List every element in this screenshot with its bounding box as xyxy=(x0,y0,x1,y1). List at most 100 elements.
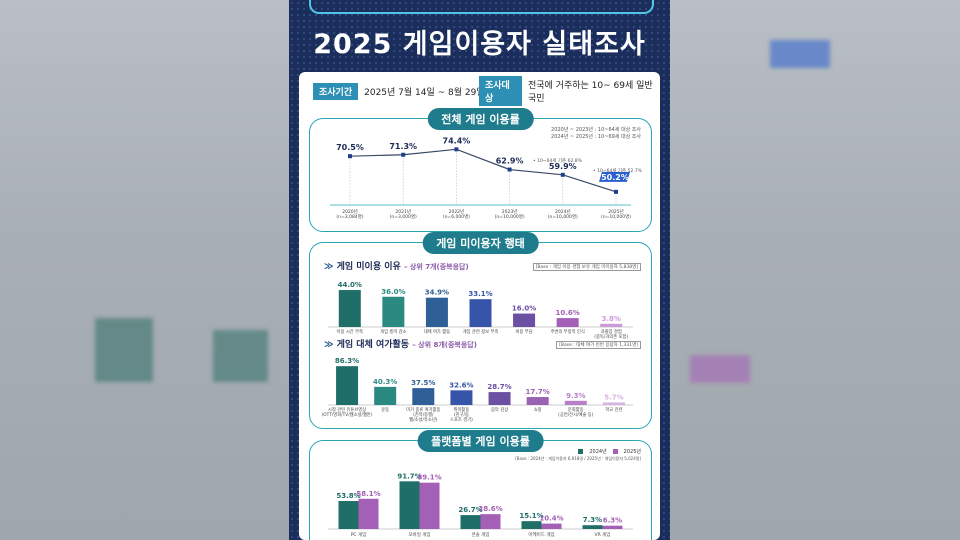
overall-note-1: 2020년 ~ 2023년 : 10~64세 대상 조사 xyxy=(551,127,641,133)
alt-chart-value-label: 40.3% xyxy=(373,378,397,386)
reason-subtitle: ≫ 게임 미이용 이유 – 상위 7개(중복응답) xyxy=(324,262,469,272)
line-chart-value-label: 62.9% xyxy=(496,157,524,166)
reason-chart-value-label: 34.9% xyxy=(425,289,449,297)
line-chart-x-tick: 2023년 (n=10,000명) xyxy=(495,208,525,220)
reason-chart-bar xyxy=(469,299,492,327)
line-chart-highlight-badge xyxy=(599,171,630,182)
platform-value-label: 89.1% xyxy=(417,474,441,482)
platform-bar-chart: 53.8%58.1% PC 게임 91.7%89.1% 모바일 게임 26.7%28.6… xyxy=(328,472,633,538)
alt-bar-chart: 86.3% 시청 관련 유튜브영상 (OTT/영화/TV/웹소설/웹툰) 40.3% 운… xyxy=(322,357,633,423)
overall-line-chart: 70.5% 2020년 (n=3,084명) 71.3% 2021년 (n=3,000명)… xyxy=(330,136,631,220)
line-chart-x-tick: 2025년 (n=10,000명) xyxy=(601,208,631,220)
line-chart-point xyxy=(348,154,352,159)
content-card: 조사기간 2025년 7월 14일 ~ 8월 29일 조사대상 전국에 거주하는… xyxy=(299,72,660,540)
reason-chart-value-label: 10.6% xyxy=(555,309,579,317)
platform-value-label: 28.6% xyxy=(478,505,502,513)
nonuser-section: 게임 미이용자 행태 ≫ 게임 미이용 이유 – 상위 7개(중복응답) [Ba… xyxy=(309,232,652,429)
line-chart-value-label: 50.2% xyxy=(601,173,629,182)
platform-value-label: 58.1% xyxy=(356,490,380,498)
line-chart-point xyxy=(507,167,512,172)
platform-category-label: VR 게임 xyxy=(595,531,611,538)
poster-title: 2025 게임이용자 실태조사 xyxy=(313,29,646,60)
platform-bar-2025년 xyxy=(541,523,562,529)
platform-category-label: 콘솔 게임 xyxy=(472,531,490,538)
reason-chart-bar xyxy=(382,296,405,327)
platform-value-label: 15.1% xyxy=(519,512,543,520)
reason-chart-category-label: 주변의 부정적 인식 xyxy=(550,328,584,335)
alt-base: [Base : 대체 여가 빈번 응답자 1,331명] xyxy=(556,341,641,349)
line-chart-x-tick: 2020년 (n=3,084명) xyxy=(336,208,363,220)
platform-value-label: 7.3% xyxy=(583,516,602,524)
reason-chart-bar xyxy=(600,323,623,327)
platform-value-label: 26.7% xyxy=(458,506,482,514)
platform-bar-2024년 xyxy=(338,501,359,529)
reason-chart-bar xyxy=(425,297,448,327)
alt-chart-category-label: 시청 관련 유튜브영상 (OTT/영화/TV/웹소설/웹툰) xyxy=(322,406,373,418)
alt-chart-bar xyxy=(564,400,587,405)
alt-chart-category-label: 음악 감상 xyxy=(491,406,508,413)
alt-chart-bar xyxy=(374,386,397,405)
reason-chart-value-label: 36.0% xyxy=(381,288,405,296)
alt-chart-value-label: 86.3% xyxy=(335,357,359,365)
line-chart-value-label: 70.5% xyxy=(336,143,364,152)
poster-top-frame xyxy=(309,0,654,14)
line-chart-value-label: 59.9% xyxy=(549,162,577,171)
legend-swatch-2024 xyxy=(578,449,584,454)
reason-title: 게임 미이용 이유 xyxy=(336,262,401,272)
platform-bar-2024년 xyxy=(582,525,603,529)
platform-value-label: 53.8% xyxy=(336,492,360,500)
background-bar-left xyxy=(95,318,153,382)
alt-chart-value-label: 37.5% xyxy=(411,379,435,387)
background-bar-right xyxy=(690,355,750,383)
line-chart-value-label: 71.3% xyxy=(389,142,417,151)
alt-chart-category-label: 문화활동 (공연/전시/예술 등) xyxy=(558,406,594,418)
platform-value-label: 6.3% xyxy=(603,517,622,525)
line-chart-point xyxy=(560,172,565,177)
alt-title: 게임 대체 여가활동 xyxy=(336,340,410,350)
legend-2025: 2025년 xyxy=(623,449,641,455)
platform-pill: 플랫폼별 게임 이용률 xyxy=(417,430,544,452)
alt-chart-category-label: 미가 종류 여가활동 (친목/동행/웹/소설/유소년) xyxy=(406,406,440,423)
alt-chart-category-label: 취미활동 (친구/동 스포츠 경기) xyxy=(450,406,473,423)
alt-chart-bar xyxy=(412,388,435,405)
period-tag: 조사기간 xyxy=(313,82,359,100)
alt-chart-category-label: 학교 관련 xyxy=(605,406,622,413)
platform-bar-2025년 xyxy=(358,498,379,529)
platform-value-label: 10.4% xyxy=(539,515,563,523)
reason-suffix: – 상위 7개(중복응답) xyxy=(403,263,469,271)
platform-category-label: PC 게임 xyxy=(351,531,367,538)
reason-chart-category-label: 비용 부담 xyxy=(515,328,532,335)
platform-category-label: 모바일 게임 xyxy=(408,531,430,538)
period-text: 2025년 7월 14일 ~ 8월 29일 xyxy=(364,87,485,98)
legend-swatch-2025 xyxy=(612,449,618,454)
line-chart-x-tick: 2021년 (n=3,000명) xyxy=(390,208,417,220)
overall-note-2: 2024년 ~ 2025년 : 10~69세 대상 조사 xyxy=(551,134,641,140)
alt-chart-category-label: 쇼핑 xyxy=(534,406,542,413)
line-chart-point xyxy=(401,152,406,157)
alt-subtitle: ≫ 게임 대체 여가활동 – 상위 8개(중복응답) xyxy=(324,340,477,350)
reason-chart-value-label: 44.0% xyxy=(338,281,362,289)
reason-bar-chart: 44.0% 이용 시간 부족 36.0% 게임 흥미 감소 34.9% 대체 여가 활동 3… xyxy=(328,281,633,340)
platform-category-label: 아케이드 게임 xyxy=(528,531,554,538)
alt-chart-bar xyxy=(526,397,549,405)
reason-chart-category-label: 게임 관련 정보 부족 xyxy=(463,328,499,335)
platform-base: [Base : 2024년 : 게임이용자 6,918명 / 2025년 : 게… xyxy=(515,456,641,461)
platform-section: 플랫폼별 게임 이용률 2024년 2025년 [Base : 2024년 : … xyxy=(309,430,652,540)
reason-chart-value-label: 3.8% xyxy=(602,315,621,323)
reason-chart-value-label: 33.1% xyxy=(468,290,492,298)
overall-pill: 전체 게임 이용률 xyxy=(427,108,534,130)
reason-chart-category-label: 게임 흥미 감소 xyxy=(380,328,406,335)
platform-bar-2024년 xyxy=(399,481,420,529)
line-chart-point xyxy=(614,189,618,194)
alt-chart-value-label: 17.7% xyxy=(526,388,550,396)
reason-chart-category-label: 이용 시간 부족 xyxy=(337,328,363,335)
alt-chart-bar xyxy=(450,390,473,405)
line-chart-value-label: 74.4% xyxy=(443,136,471,145)
alt-chart-bar xyxy=(336,366,359,405)
reason-chart-bar xyxy=(513,313,536,327)
overall-section: 전체 게임 이용률 2020년 ~ 2023년 : 10~64세 대상 조사 2… xyxy=(309,108,652,232)
platform-bar-2024년 xyxy=(460,515,481,529)
platform-bar-2025년 xyxy=(419,482,440,529)
line-chart-x-tick: 2024년 (n=10,000명) xyxy=(548,208,578,220)
reason-chart-category-label: 과몰입 경험 (중독/과의존 포함) xyxy=(594,328,628,340)
